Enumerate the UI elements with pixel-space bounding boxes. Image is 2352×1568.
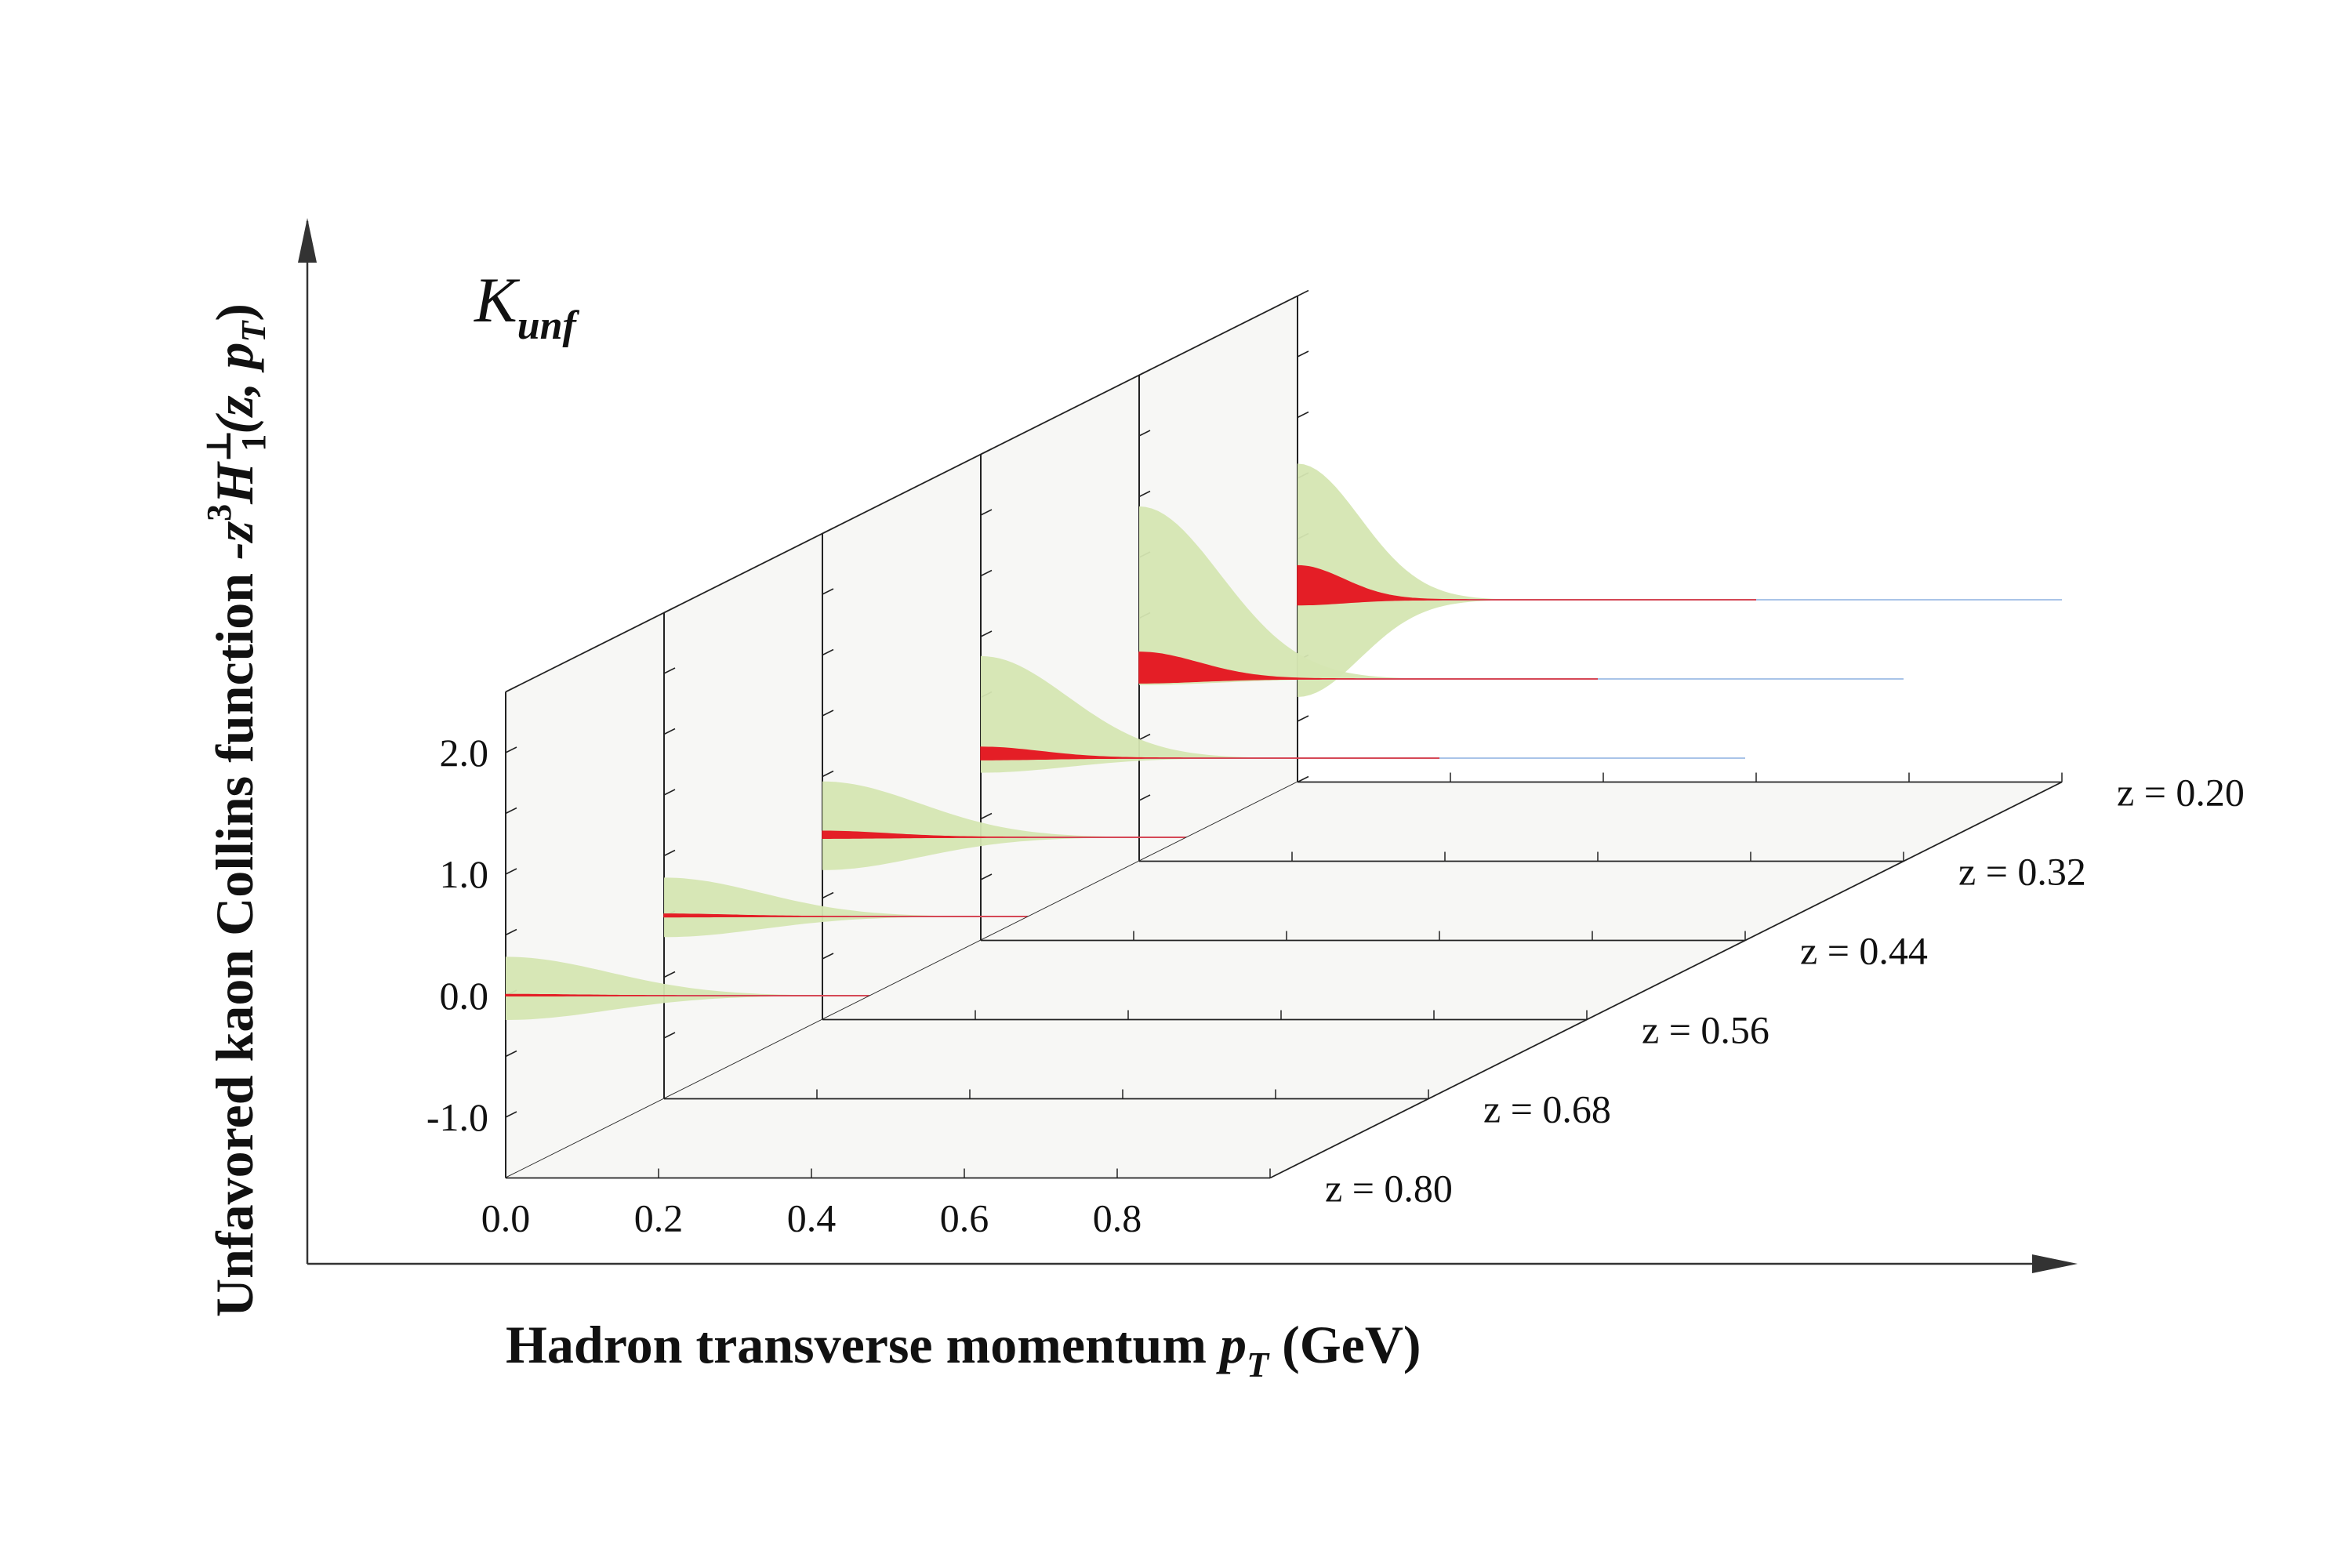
y-axis-title: Unfavored kaon Collins function -z3H⊥1(z… — [200, 303, 273, 1317]
uncertainty-band — [1298, 463, 2062, 697]
floor-grid — [505, 772, 2063, 1179]
y-tick-mark — [1138, 733, 1151, 741]
y-tick-mark — [505, 1111, 517, 1118]
y-tick-label: 0.0 — [440, 974, 489, 1018]
central-curve — [1297, 564, 1756, 606]
y-tick-mark — [505, 746, 517, 753]
x-tick-label: 0.2 — [634, 1196, 684, 1240]
y-tick-mark — [980, 873, 993, 880]
z-label: z = 0.68 — [1483, 1087, 1611, 1131]
y-tick-mark — [980, 569, 993, 577]
x-tick-label: 0.0 — [481, 1196, 531, 1240]
y-tick-mark — [822, 891, 834, 899]
z-label: z = 0.20 — [2117, 771, 2245, 815]
z-label: z = 0.44 — [1800, 929, 1928, 973]
y-tick-mark — [1138, 794, 1151, 801]
z-plane-0.20 — [1297, 289, 2062, 783]
floor-plane — [506, 782, 2062, 1178]
y-tick-mark — [663, 789, 676, 796]
back-wall — [506, 296, 1298, 1178]
y-tick-mark — [663, 849, 676, 857]
y-tick-mark — [505, 807, 517, 815]
z-label: z = 0.80 — [1325, 1167, 1453, 1210]
horizontal-arrowhead-icon — [2032, 1254, 2078, 1273]
tick-labels: 0.0 0.2 0.4 0.6 0.8 2.0 1.0 0.0 -1.0 z = 0.20 z = … — [426, 731, 2245, 1240]
uncertainty-band — [981, 655, 1745, 773]
y-tick-mark — [1297, 715, 1309, 722]
z-planes — [505, 289, 2062, 1179]
z-plane-0.32 — [1138, 368, 1904, 862]
central-curve — [980, 746, 1439, 760]
x-axis-title: Hadron transverse momentum pT (GeV) — [506, 1315, 1421, 1385]
y-tick-mark — [980, 630, 993, 637]
y-tick-label: 1.0 — [440, 852, 489, 896]
y-tick-mark — [822, 710, 834, 717]
y-tick-mark — [822, 588, 834, 595]
y-tick-mark — [663, 971, 676, 978]
uncertainty-band — [664, 877, 1428, 938]
wall-top-edge — [505, 295, 1298, 693]
y-tick-mark — [1138, 490, 1151, 498]
x-tick-label: 0.6 — [940, 1196, 989, 1240]
y-tick-mark — [663, 728, 676, 735]
x-tick-label: 0.4 — [787, 1196, 837, 1240]
chart-label: Kunf — [474, 264, 580, 348]
y-tick-mark — [1297, 775, 1309, 783]
vertical-arrowhead-icon — [298, 218, 317, 263]
y-tick-mark — [1297, 289, 1309, 297]
uncertainty-band — [506, 956, 1270, 1020]
floor-right-edge — [1269, 781, 2063, 1179]
y-tick-mark — [663, 1032, 676, 1039]
y-tick-label: 2.0 — [440, 731, 489, 775]
y-tick-mark — [505, 1050, 517, 1058]
y-tick-mark — [663, 667, 676, 674]
y-tick-mark — [1297, 411, 1309, 419]
y-tick-mark — [980, 509, 993, 516]
y-tick-mark — [980, 812, 993, 820]
uncertainty-band — [822, 781, 1587, 870]
y-tick-mark — [505, 928, 517, 936]
y-tick-mark — [822, 953, 834, 960]
y-tick-mark — [822, 648, 834, 656]
y-tick-label: -1.0 — [426, 1095, 488, 1139]
z-label: z = 0.56 — [1642, 1008, 1769, 1052]
central-curve — [1138, 652, 1598, 684]
x-tick-label: 0.8 — [1093, 1196, 1142, 1240]
y-tick-mark — [1138, 430, 1151, 437]
y-tick-mark — [822, 770, 834, 778]
y-tick-mark — [1297, 350, 1309, 358]
z-label: z = 0.32 — [1958, 850, 2086, 894]
y-tick-mark — [505, 868, 517, 875]
